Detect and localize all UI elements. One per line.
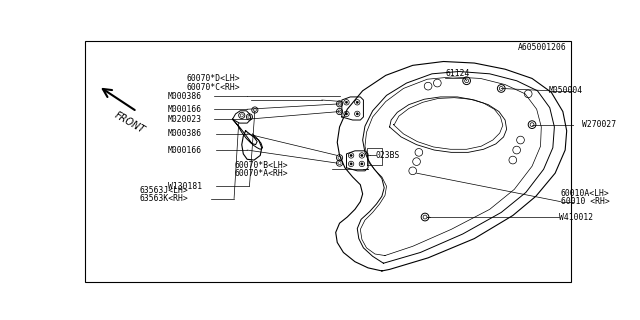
Text: 60070*D<LH>: 60070*D<LH> <box>186 74 240 83</box>
Text: FRONT: FRONT <box>113 110 146 136</box>
Text: M050004: M050004 <box>549 86 583 95</box>
Text: M000386: M000386 <box>168 92 202 101</box>
Text: 63563J<LH>: 63563J<LH> <box>140 186 188 195</box>
Text: M000166: M000166 <box>168 146 202 155</box>
Circle shape <box>361 163 363 165</box>
Circle shape <box>356 101 358 103</box>
Text: 60070*A<RH>: 60070*A<RH> <box>235 169 289 178</box>
Circle shape <box>361 154 363 156</box>
Text: 60010 <RH>: 60010 <RH> <box>561 197 609 206</box>
Text: 61124: 61124 <box>445 68 469 77</box>
Text: M000386: M000386 <box>168 129 202 138</box>
Text: W410012: W410012 <box>559 212 593 221</box>
Circle shape <box>356 113 358 115</box>
Text: A605001206: A605001206 <box>518 43 566 52</box>
Circle shape <box>346 101 348 103</box>
Text: 63563K<RH>: 63563K<RH> <box>140 194 188 203</box>
Text: W270027: W270027 <box>582 120 616 129</box>
Circle shape <box>346 113 348 115</box>
Circle shape <box>350 154 352 156</box>
Text: M020023: M020023 <box>168 115 202 124</box>
Text: 60070*C<RH>: 60070*C<RH> <box>186 83 240 92</box>
Text: W130181: W130181 <box>168 182 202 191</box>
Text: 023BS: 023BS <box>376 151 400 160</box>
Circle shape <box>350 163 352 165</box>
Text: 60070*B<LH>: 60070*B<LH> <box>235 161 289 170</box>
Text: 60010A<LH>: 60010A<LH> <box>561 189 609 198</box>
Text: M000166: M000166 <box>168 105 202 114</box>
